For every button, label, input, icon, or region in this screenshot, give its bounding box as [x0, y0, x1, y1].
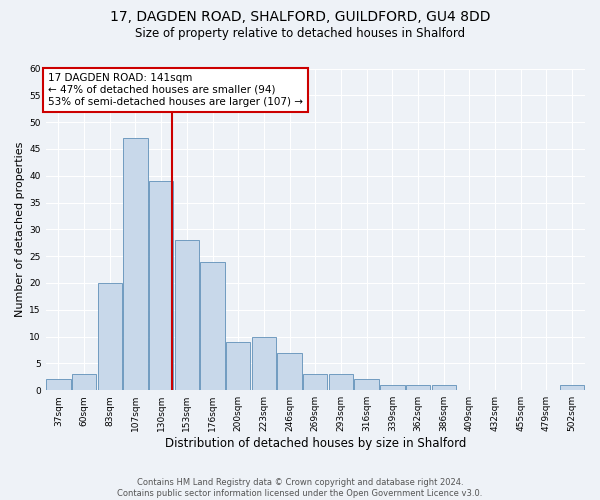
Y-axis label: Number of detached properties: Number of detached properties [15, 142, 25, 317]
Bar [98, 283, 122, 390]
Bar [175, 240, 199, 390]
Bar [72, 374, 96, 390]
Bar [46, 380, 71, 390]
Bar [200, 262, 225, 390]
Bar [251, 336, 276, 390]
Bar [355, 380, 379, 390]
X-axis label: Distribution of detached houses by size in Shalford: Distribution of detached houses by size … [164, 437, 466, 450]
Bar [303, 374, 328, 390]
Text: 17, DAGDEN ROAD, SHALFORD, GUILDFORD, GU4 8DD: 17, DAGDEN ROAD, SHALFORD, GUILDFORD, GU… [110, 10, 490, 24]
Text: Contains HM Land Registry data © Crown copyright and database right 2024.
Contai: Contains HM Land Registry data © Crown c… [118, 478, 482, 498]
Text: 17 DAGDEN ROAD: 141sqm
← 47% of detached houses are smaller (94)
53% of semi-det: 17 DAGDEN ROAD: 141sqm ← 47% of detached… [48, 74, 303, 106]
Bar [329, 374, 353, 390]
Bar [226, 342, 250, 390]
Bar [431, 385, 456, 390]
Bar [149, 181, 173, 390]
Bar [560, 385, 584, 390]
Text: Size of property relative to detached houses in Shalford: Size of property relative to detached ho… [135, 28, 465, 40]
Bar [406, 385, 430, 390]
Bar [123, 138, 148, 390]
Bar [380, 385, 404, 390]
Bar [277, 352, 302, 390]
